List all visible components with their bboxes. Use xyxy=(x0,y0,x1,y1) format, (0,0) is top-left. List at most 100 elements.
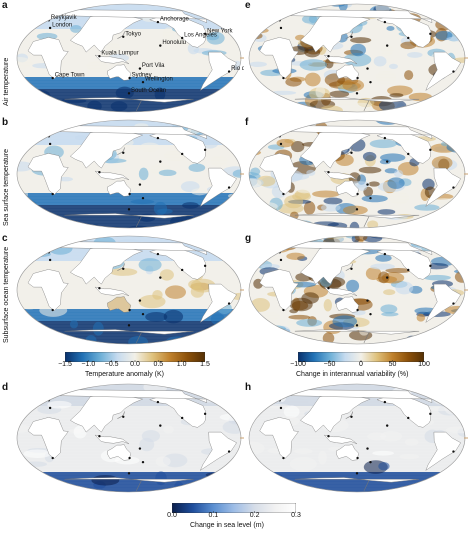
city-label: Tokyo xyxy=(125,31,141,37)
map-h-sea-level-variability xyxy=(246,382,468,494)
colorbar-tick-label: −1.0 xyxy=(81,361,96,368)
panel-letter-b: b xyxy=(2,117,9,128)
city-marker xyxy=(350,35,353,38)
city-marker xyxy=(156,20,160,24)
continent-7 xyxy=(117,31,125,39)
colorbar-temperature-anomaly-title: Temperature anomaly (K) xyxy=(85,371,164,378)
colorbar-variability-ticks: −100 −50 0 50 100 xyxy=(290,361,430,370)
map-c-subsurface-temperature-anomaly xyxy=(14,234,244,346)
city-marker xyxy=(327,55,330,58)
continent-0 xyxy=(335,180,359,197)
colorbar-tick-label: 0.0 xyxy=(167,512,177,519)
row-label-air-temperature: Air temperature xyxy=(3,57,10,106)
city-marker xyxy=(128,456,131,460)
continent-0 xyxy=(107,180,132,197)
continent-6 xyxy=(323,170,358,181)
map-e-air-temperature-variability xyxy=(246,2,468,114)
city-marker xyxy=(407,416,410,420)
city-marker xyxy=(366,447,369,450)
city-marker xyxy=(180,152,184,156)
colorbar-tick-label: 0.3 xyxy=(291,512,301,519)
continent-4 xyxy=(425,431,461,471)
city-label: Port Vila xyxy=(142,63,165,69)
city-marker xyxy=(429,412,432,416)
continent-2 xyxy=(259,37,299,79)
city-marker xyxy=(407,152,410,156)
city-marker xyxy=(452,302,455,305)
colorbar-tick-label: −1.5 xyxy=(58,361,72,368)
city-marker xyxy=(429,148,432,152)
city-marker xyxy=(98,435,101,438)
city-marker xyxy=(356,76,359,80)
city-label: Cape Town xyxy=(55,73,85,79)
city-label: Sydney xyxy=(132,73,152,79)
city-marker xyxy=(51,308,54,312)
continent-0 xyxy=(107,444,132,461)
continent-6 xyxy=(323,434,358,445)
city-marker xyxy=(407,268,410,272)
city-marker xyxy=(369,312,372,316)
city-marker xyxy=(128,308,131,312)
continent-5 xyxy=(64,213,194,228)
city-label: London xyxy=(52,22,72,28)
city-marker xyxy=(128,192,131,196)
colorbar-sea-level xyxy=(171,500,297,514)
city-marker xyxy=(159,424,162,427)
city-marker xyxy=(156,136,160,140)
panel-letter-h: h xyxy=(245,382,252,393)
continent-5 xyxy=(294,477,420,492)
row-label-sea-surface-temperature: Sea surface temperature xyxy=(3,148,10,226)
city-marker xyxy=(138,67,142,70)
colorbar-sea-level-title: Change in sea level (m) xyxy=(190,522,264,529)
continent-1 xyxy=(300,12,371,53)
city-marker xyxy=(350,415,353,418)
continent-1 xyxy=(69,244,144,285)
map-d-sea-level-change xyxy=(14,382,244,494)
continent-2 xyxy=(27,417,69,459)
city-marker xyxy=(356,456,359,460)
city-marker xyxy=(227,186,231,189)
city-marker xyxy=(180,268,184,272)
city-marker xyxy=(138,183,142,186)
continent-4 xyxy=(425,283,461,323)
panel-letter-c: c xyxy=(2,233,8,244)
continent-4 xyxy=(199,431,237,471)
colorbar-sea-level-ticks: 0.0 0.1 0.2 0.3 xyxy=(167,512,301,521)
city-marker xyxy=(141,460,145,464)
colorbar-tick-label: −100 xyxy=(290,361,306,368)
city-marker xyxy=(282,192,285,196)
city-marker xyxy=(355,208,359,211)
city-marker xyxy=(159,44,162,47)
city-marker xyxy=(127,472,131,475)
continent-2 xyxy=(27,153,69,195)
city-marker xyxy=(51,192,54,196)
city-label: Honolulu xyxy=(162,40,186,46)
continent-7 xyxy=(345,147,353,155)
continent-1 xyxy=(300,392,371,433)
city-label: Rio de Janeiro xyxy=(231,66,244,72)
city-marker xyxy=(127,324,131,327)
continent-1 xyxy=(69,12,144,53)
continent-1 xyxy=(300,128,371,169)
continent-0 xyxy=(335,444,359,461)
city-marker xyxy=(350,151,353,154)
city-marker xyxy=(350,267,353,270)
panel-letter-g: g xyxy=(245,233,252,244)
continent-0 xyxy=(107,64,132,81)
city-marker xyxy=(279,406,283,410)
city-marker xyxy=(429,264,432,268)
colorbar-tick-label: −50 xyxy=(323,361,336,368)
city-marker xyxy=(282,456,285,460)
continent-6 xyxy=(94,170,130,181)
continent-5 xyxy=(294,329,420,344)
panel-letter-e: e xyxy=(245,0,251,11)
city-marker xyxy=(48,258,52,262)
city-marker xyxy=(159,276,162,279)
city-marker xyxy=(227,70,231,73)
city-label: Anchorage xyxy=(160,17,190,23)
continent-0 xyxy=(107,296,132,313)
continent-0 xyxy=(335,64,359,81)
continent-0 xyxy=(335,296,359,313)
city-marker xyxy=(138,447,142,450)
city-marker xyxy=(138,299,142,302)
